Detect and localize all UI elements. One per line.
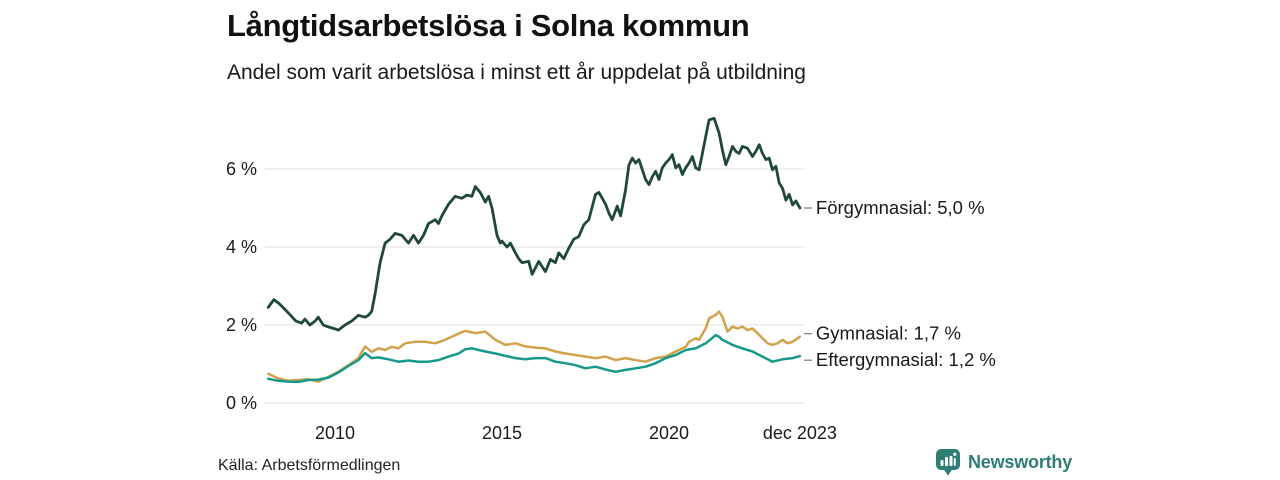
series-line-förgymnasial [266,116,802,332]
x-axis-tick-label: dec 2023 [763,423,837,443]
source-note: Källa: Arbetsförmedlingen [218,457,401,474]
series-end-label-gymnasial: Gymnasial: 1,7 % [816,323,961,344]
x-axis-tick-label: 2015 [482,423,522,443]
bar-chart-speech-bubble-icon [936,449,960,476]
page-subtitle: Andel som varit arbetslösa i minst ett å… [227,61,806,84]
series-end-label-eftergymnasial: Eftergymnasial: 1,2 % [816,349,996,370]
series-line-gymnasial [266,310,802,383]
series-line-eftergymnasial [266,333,802,384]
x-axis-tick-label: 2020 [649,423,689,443]
y-axis-tick-label: 2 % [226,315,257,335]
y-axis-tick-label: 6 % [226,159,257,179]
newsworthy-logo: Newsworthy [936,449,1072,476]
page-title: Långtidsarbetslösa i Solna kommun [227,8,750,43]
series-end-label-förgymnasial: Förgymnasial: 5,0 % [816,197,985,218]
newsworthy-wordmark: Newsworthy [968,452,1073,472]
y-axis-tick-label: 4 % [226,237,257,257]
x-axis-tick-label: 2010 [315,423,355,443]
y-axis-tick-label: 0 % [226,393,257,413]
